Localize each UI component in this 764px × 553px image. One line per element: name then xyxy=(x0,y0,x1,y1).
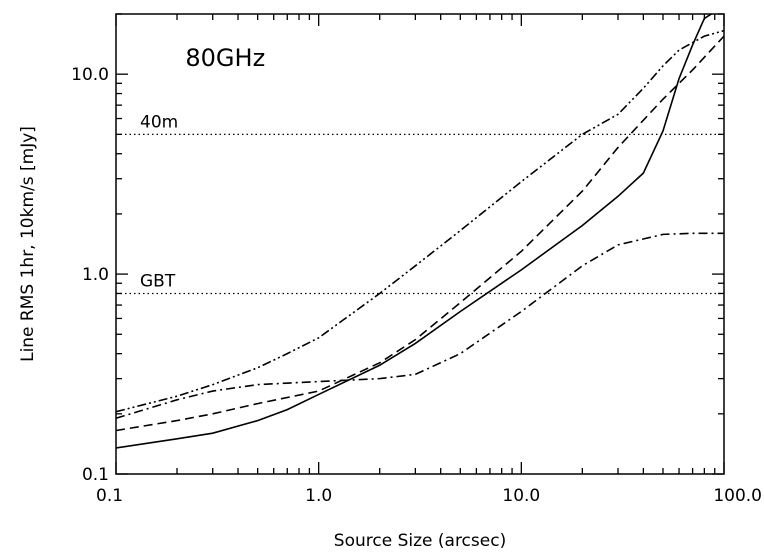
series-line-solid xyxy=(116,14,713,449)
y-tick-label: 10.0 xyxy=(71,65,109,85)
x-axis-title: Source Size (arcsec) xyxy=(334,531,506,551)
frequency-annotation: 80GHz xyxy=(185,44,265,72)
x-tick-label: 100.0 xyxy=(713,486,762,506)
series-line-dash-dot xyxy=(116,232,724,420)
x-tick-label: 10.0 xyxy=(502,486,540,506)
series-line-dash-dot-dot xyxy=(116,29,724,413)
x-tick-label: 1.0 xyxy=(305,486,332,506)
plot-frame xyxy=(115,13,725,475)
y-tick-label: 1.0 xyxy=(82,265,109,285)
series-line-dashed xyxy=(116,35,724,432)
ref-label-40m: 40m xyxy=(140,112,178,132)
y-tick-label: 0.1 xyxy=(82,465,109,485)
x-tick-label: 0.1 xyxy=(96,486,123,506)
ref-label-GBT: GBT xyxy=(140,271,176,291)
y-axis-title: Line RMS 1hr, 10km/s [mJy] xyxy=(18,126,38,362)
